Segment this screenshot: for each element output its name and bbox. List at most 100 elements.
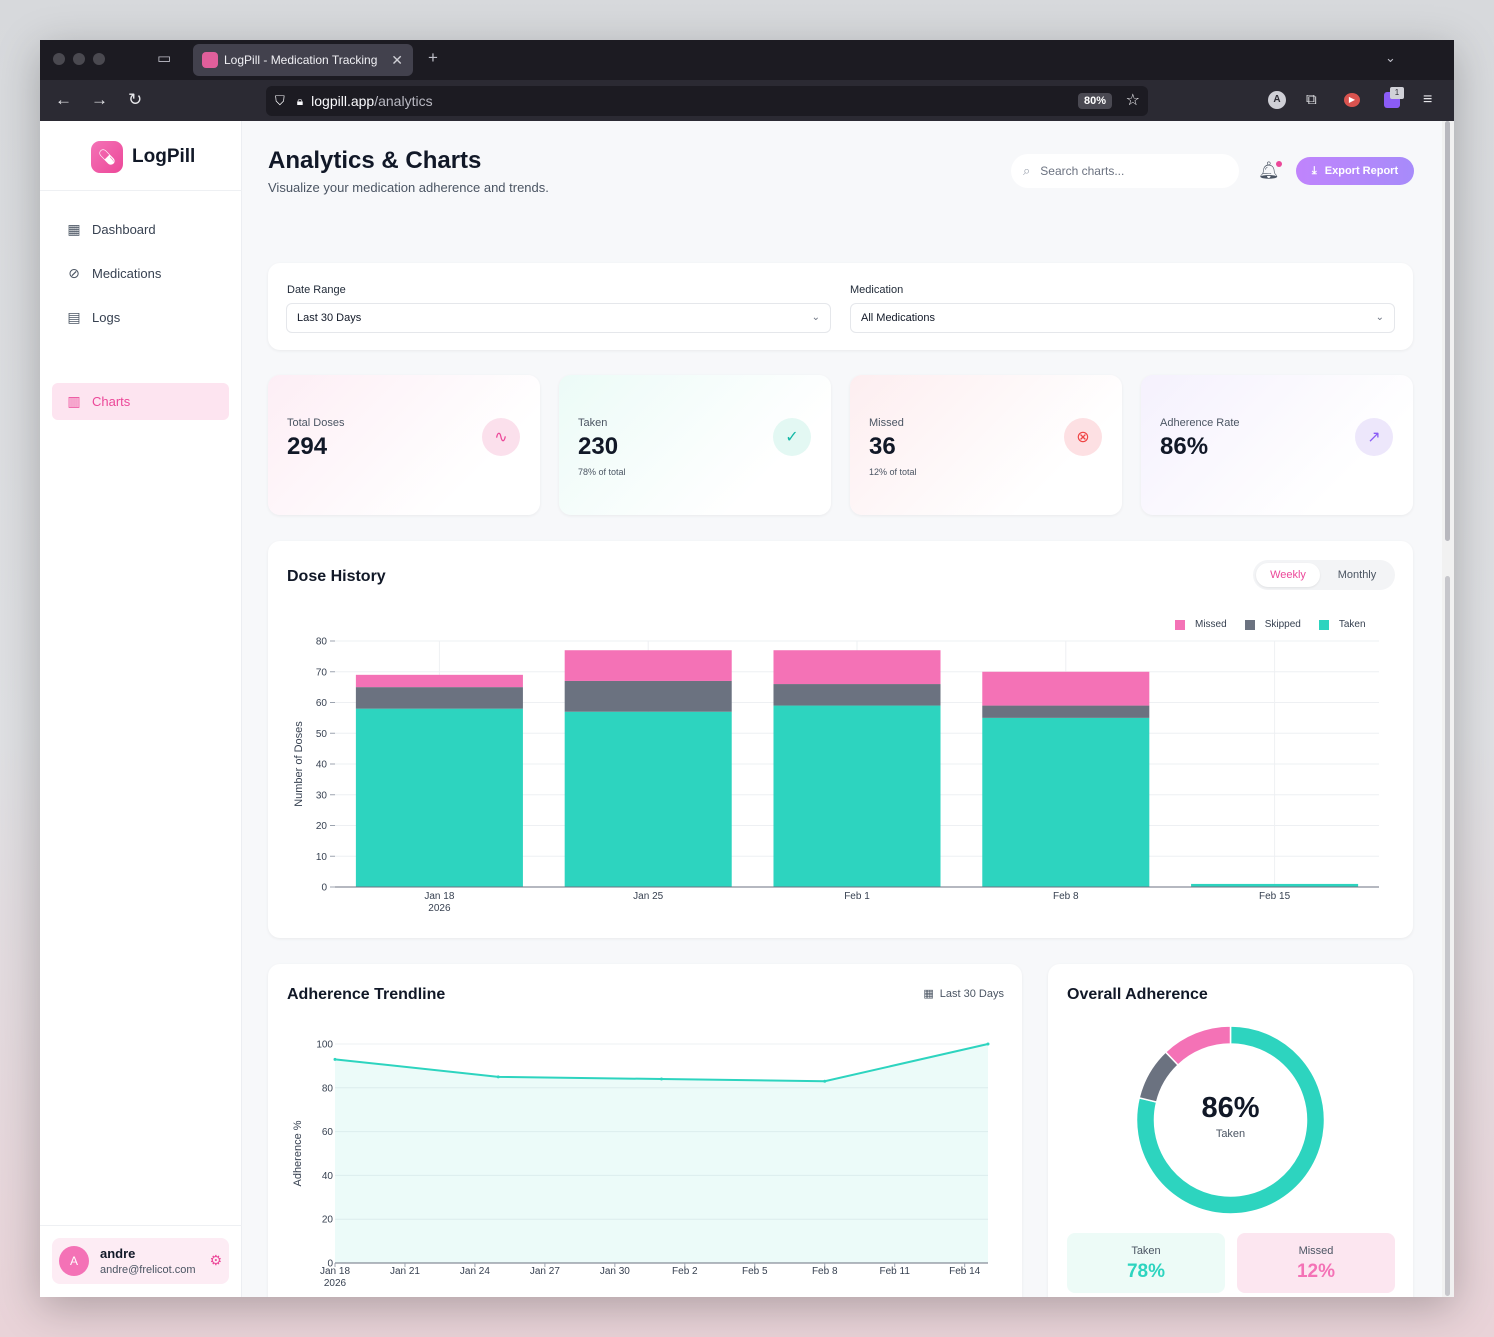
bar-segment-missed [982,671,1150,706]
browser-tab-bar: ▭ LogPill - Medication Tracking ✕ + ⌄ [40,40,1454,80]
x-tick-year-label: 2026 [324,1278,347,1289]
stat-card-missed: Missed 36 12% of total ⊗ [850,375,1122,515]
video-extension-icon[interactable]: ▶ [1344,93,1360,107]
sidebar-item-logs[interactable]: ▤ Logs [52,299,229,336]
y-axis-label: Number of Doses [293,721,305,807]
tile-label: Missed [1298,1245,1334,1257]
reload-icon[interactable]: ↻ [128,90,143,109]
bar-segment-skipped [564,680,732,712]
y-tick-label: 100 [316,1040,333,1051]
date-range-select[interactable]: Last 30 Days ⌄ [286,303,831,333]
y-tick-label: 0 [327,1259,333,1270]
legend-item[interactable]: Missed [1175,619,1227,630]
toggle-weekly[interactable]: Weekly [1256,563,1320,587]
chevron-down-icon: ⌄ [1375,312,1384,323]
legend-label: Taken [1338,619,1366,630]
stat-label: Missed [869,417,904,429]
app-name: LogPill [132,146,196,167]
missed-summary-tile: Missed 12% [1237,1233,1395,1293]
sidebar-item-label: Logs [92,310,121,325]
medication-select[interactable]: All Medications ⌄ [850,303,1395,333]
y-tick-label: 80 [316,637,328,648]
adherence-trendline-card: Adherence Trendline ▦ Last 30 Days 0 20 40… [268,964,1022,1297]
sidebar-item-charts[interactable]: ▥ Charts [52,383,229,420]
notification-dot [1275,161,1282,167]
y-tick-label: 20 [322,1215,334,1226]
date-range-label: Date Range [287,284,346,296]
sidebar-item-medications[interactable]: ⊘ Medications [52,255,229,292]
bookmark-star-icon[interactable]: ☆ [1125,92,1140,109]
user-email: andre@frelicot.com [100,1264,196,1276]
stat-label: Taken [578,417,608,429]
legend-item[interactable]: Taken [1318,619,1366,630]
toggle-monthly[interactable]: Monthly [1337,569,1377,581]
window-maximize-dot[interactable] [93,53,105,65]
sidebar-item-label: Charts [92,394,131,409]
x-tick-label: Jan 18 [424,891,454,902]
adherence-donut-chart [1135,1025,1326,1215]
export-report-button[interactable]: ⤓ Export Report [1296,157,1414,185]
legend-item[interactable]: Skipped [1244,619,1301,630]
bar-segment-skipped [773,684,941,706]
card-title: Overall Adherence [1067,986,1208,1003]
data-point [823,1079,827,1083]
chart-legend: Missed Skipped Taken [1175,619,1384,630]
tab-list-chevron-icon[interactable]: ⌄ [1385,50,1396,65]
y-axis-label: Adherence % [292,1120,304,1186]
window-close-dot[interactable] [53,53,65,65]
legend-label: Missed [1195,619,1227,630]
window-minimize-dot[interactable] [73,53,85,65]
medication-label: Medication [850,284,904,296]
tab-close-icon[interactable]: ✕ [391,51,403,68]
search-input[interactable]: ⌕ Search charts... [1011,154,1239,188]
page-scrollbar[interactable] [1442,121,1454,1297]
data-point [496,1075,500,1079]
scrollbar-thumb[interactable] [1445,121,1450,541]
x-tick-label: Jan 30 [600,1266,630,1277]
bar-segment-missed [773,650,941,685]
taken-summary-tile: Taken 78% [1067,1233,1225,1293]
browser-tab[interactable]: LogPill - Medication Tracking ✕ [193,44,413,76]
y-tick-label: 40 [316,760,328,771]
download-icon: ⤓ [1311,164,1317,177]
data-point [333,1057,337,1061]
stat-label: Adherence Rate [1160,417,1240,429]
card-title: Dose History [287,568,386,585]
forward-arrow-icon[interactable]: → [91,90,108,109]
bar-segment-taken [355,708,523,887]
tile-value: 12% [1296,1261,1336,1282]
main-content: Analytics & Charts Visualize your medica… [243,121,1440,1297]
y-tick-label: 0 [321,883,327,894]
menu-hamburger-icon[interactable]: ≡ [1423,91,1433,108]
sidebar-item-dashboard[interactable]: ▦ Dashboard [52,211,229,248]
notification-bell-icon[interactable]: 🔔︎ [1258,161,1282,180]
back-arrow-icon[interactable]: ← [55,90,72,109]
user-profile-card[interactable]: A andre andre@frelicot.com ⚙ [52,1238,229,1284]
url-path: /analytics [374,93,433,109]
period-toggle: Weekly Monthly [1253,560,1395,590]
url-bar[interactable]: ⛉ 🔒︎ logpill.app/analytics 80% ☆ [266,86,1148,116]
scrollbar-track-segment [1445,576,1450,1296]
page-title: Analytics & Charts [268,147,482,174]
search-placeholder: Search charts... [1040,164,1125,178]
extension-badge: 1 [1390,87,1404,99]
legend-swatch-taken [1318,619,1329,630]
legend-label: Skipped [1264,619,1301,630]
stat-value: 230 [578,433,619,460]
sidebar-item-label: Medications [92,266,162,281]
app-logo[interactable]: 💊︎ LogPill [91,141,195,173]
extensions-puzzle-icon[interactable]: ⧉ [1306,91,1317,108]
account-icon[interactable]: A [1268,91,1286,109]
new-tab-icon[interactable]: + [428,48,438,67]
divider [40,1225,242,1226]
tab-overview-icon[interactable]: ▭ [157,50,172,67]
y-tick-label: 80 [322,1083,334,1094]
y-tick-label: 60 [322,1127,334,1138]
browser-toolbar: ← → ↻ ⛉ 🔒︎ logpill.app/analytics 80% ☆ A… [40,80,1454,121]
shield-icon[interactable]: ⛉ [275,93,285,108]
x-tick-label: Feb 15 [1259,891,1291,902]
tab-title: LogPill - Medication Tracking [224,53,378,67]
medication-value: All Medications [861,312,935,324]
zoom-level-badge[interactable]: 80% [1077,93,1112,109]
settings-gear-icon[interactable]: ⚙ [209,1252,222,1268]
